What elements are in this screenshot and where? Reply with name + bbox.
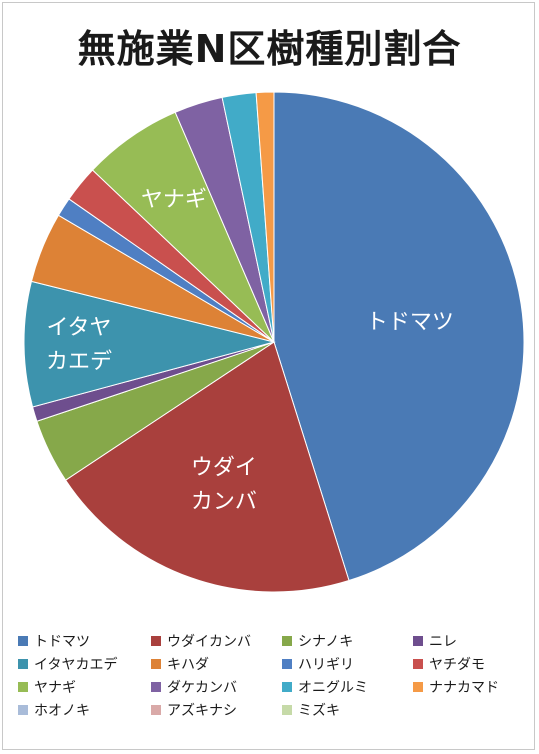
legend-item: ハリギリ [282,653,354,675]
chart-title: 無施業N区樹種別割合 [77,27,462,71]
legend-swatch [18,682,28,692]
data-label: ヤナギ [141,188,207,213]
legend-label: ミズキ [298,703,340,719]
legend-item: アズキナシ [151,699,237,721]
legend-swatch [413,636,423,646]
legend-label: ホオノキ [34,703,90,719]
pie-slice [273,91,525,582]
legend-item: ヤチダモ [413,653,485,675]
pie-slice [255,91,275,343]
legend-label: イタヤカエデ [34,657,118,673]
legend-swatch [151,636,161,646]
legend-item: トドマツ [18,630,90,652]
legend-swatch [282,682,292,692]
legend-label: アズキナシ [167,703,237,719]
pie-slice [64,341,350,593]
legend-item: イタヤカエデ [18,653,117,675]
legend-swatch [282,636,292,646]
legend-label: ハリギリ [298,657,354,673]
legend-swatch [18,705,28,715]
legend-label: ナナカマド [429,680,499,696]
legend-item: ホオノキ [18,699,90,721]
legend-swatch [18,659,28,669]
pie-slice [23,280,276,408]
legend-swatch [151,705,161,715]
legend-item: ミズキ [282,699,340,721]
data-label: ウダイカンバ [191,455,257,514]
legend-item: ウダイカンバ [151,630,251,652]
legend-item: ダケカンバ [151,676,237,698]
legend-item: キハダ [151,653,209,675]
legend-swatch [413,659,423,669]
legend-item: オニグルミ [282,676,368,698]
legend-label: ヤナギ [34,680,76,696]
data-label: トドマツ [366,310,454,335]
legend-swatch [413,682,423,692]
legend-label: トドマツ [34,634,90,650]
legend-label: ニレ [429,634,457,650]
legend-item: ニレ [413,630,457,652]
legend-label: オニグルミ [298,680,368,696]
legend-swatch [282,705,292,715]
legend-swatch [282,659,292,669]
legend-label: ダケカンバ [167,680,237,696]
data-label: イタヤカエデ [46,316,112,375]
legend-item: ナナカマド [413,676,499,698]
legend-swatch [151,659,161,669]
legend-item: シナノキ [282,630,353,652]
legend-label: ウダイカンバ [167,634,251,650]
legend-item: ヤナギ [18,676,76,698]
legend-swatch [151,682,161,692]
legend-label: シナノキ [298,634,354,650]
legend-label: ヤチダモ [429,657,485,673]
legend-label: キハダ [167,657,209,673]
legend-swatch [18,636,28,646]
